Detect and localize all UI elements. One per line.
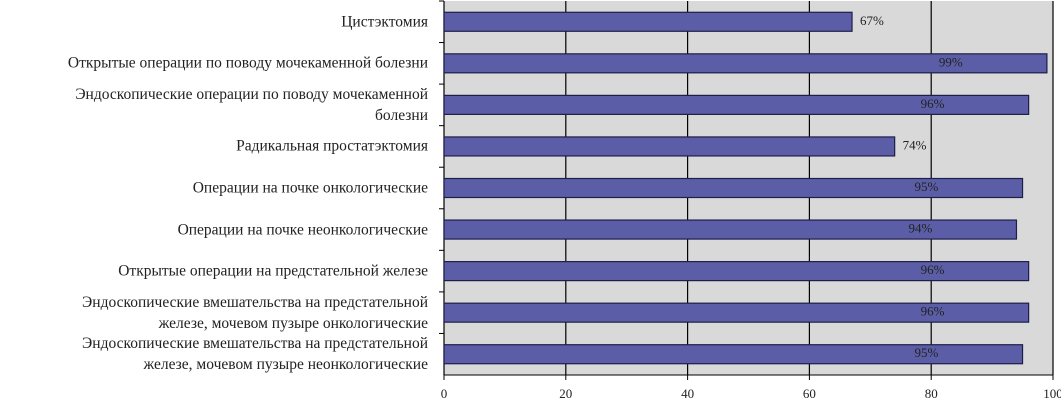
bar	[443, 53, 1048, 74]
x-tick-label: 0	[441, 386, 448, 401]
bar	[443, 261, 1030, 282]
bar	[443, 136, 896, 157]
y-tick-label: Операции на почке онкологические	[192, 179, 428, 197]
y-tick-label: Операции на почке неонкологические	[177, 221, 428, 239]
bar	[443, 94, 1030, 115]
y-tick-label: Эндоскопические вмешательства на предста…	[82, 335, 428, 374]
bar	[443, 219, 1018, 240]
x-tick-label: 40	[681, 386, 694, 401]
bar	[443, 177, 1024, 199]
x-tick-label: 80	[925, 386, 938, 401]
value-label: 95%	[915, 179, 939, 194]
x-tick-label: 100	[1043, 386, 1061, 401]
bar	[443, 302, 1030, 323]
y-tick-label: Открытые операции по поводу мочекаменной…	[67, 54, 428, 72]
y-tick-label: Радикальная простатэктомия	[236, 137, 428, 155]
y-tick-label: Цистэктомия	[341, 13, 428, 31]
y-tick-label: Эндоскопические операции по поводу мочек…	[75, 85, 428, 124]
value-label: 74%	[903, 137, 927, 152]
value-label: 94%	[908, 221, 932, 236]
bar	[443, 344, 1024, 365]
bar	[443, 11, 853, 32]
x-tick-label: 60	[803, 386, 816, 401]
value-label: 99%	[939, 54, 963, 69]
value-label: 96%	[921, 96, 945, 111]
value-label: 96%	[921, 304, 945, 319]
value-label: 95%	[915, 345, 939, 360]
y-tick-label: Открытые операции на предстательной желе…	[118, 262, 428, 280]
value-label: 96%	[921, 262, 945, 277]
y-tick-label: Эндоскопические вмешательства на предста…	[82, 293, 428, 332]
value-label: 67%	[860, 13, 884, 28]
x-tick-label: 20	[559, 386, 572, 401]
